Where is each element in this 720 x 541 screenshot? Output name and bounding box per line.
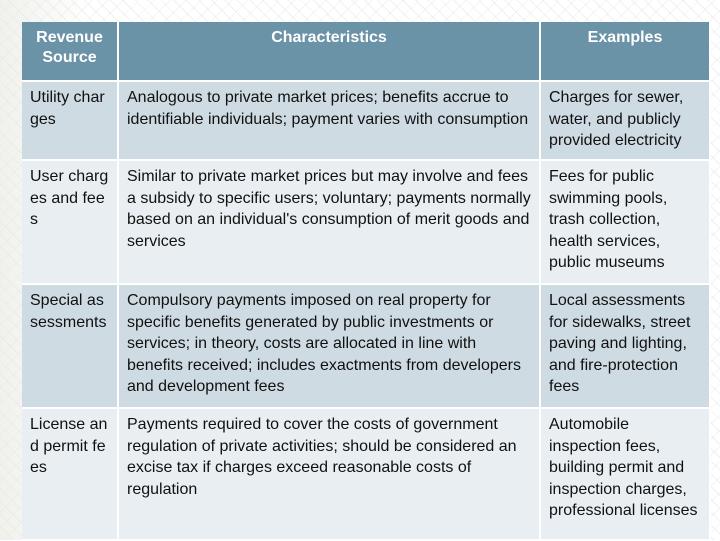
header-row: Revenue Source Characteristics Examples: [22, 22, 711, 82]
cell-examples: Automobile inspection fees, building per…: [540, 408, 711, 541]
revenue-sources-table: Revenue Source Characteristics Examples …: [22, 22, 711, 541]
cell-characteristics: Payments required to cover the costs of …: [118, 408, 541, 541]
cell-characteristics: Analogous to private market prices; bene…: [118, 81, 541, 161]
cell-source: User charges and fees: [22, 160, 119, 285]
cell-source: License and permit fees: [22, 408, 119, 541]
table-row-license-permit-fees: License and permit fees Payments require…: [22, 408, 711, 541]
cell-examples: Charges for sewer, water, and publicly p…: [540, 81, 711, 161]
cell-examples: Local assessments for sidewalks, street …: [540, 284, 711, 409]
table-row-utility-charges: Utility charges Analogous to private mar…: [22, 81, 711, 161]
cell-source: Special assessments: [22, 284, 119, 409]
cell-source: Utility charges: [22, 81, 119, 161]
cell-characteristics: Compulsory payments imposed on real prop…: [118, 284, 541, 409]
cell-characteristics: Similar to private market prices but may…: [118, 160, 541, 285]
cell-examples: Fees for public swimming pools, trash co…: [540, 160, 711, 285]
header-revenue-source: Revenue Source: [22, 22, 119, 82]
table-body: Utility charges Analogous to private mar…: [22, 81, 711, 541]
header-characteristics: Characteristics: [118, 22, 541, 82]
table-header: Revenue Source Characteristics Examples: [22, 22, 711, 82]
table-row-special-assessments: Special assessments Compulsory payments …: [22, 284, 711, 409]
header-examples: Examples: [540, 22, 711, 82]
table-row-user-charges: User charges and fees Similar to private…: [22, 160, 711, 285]
